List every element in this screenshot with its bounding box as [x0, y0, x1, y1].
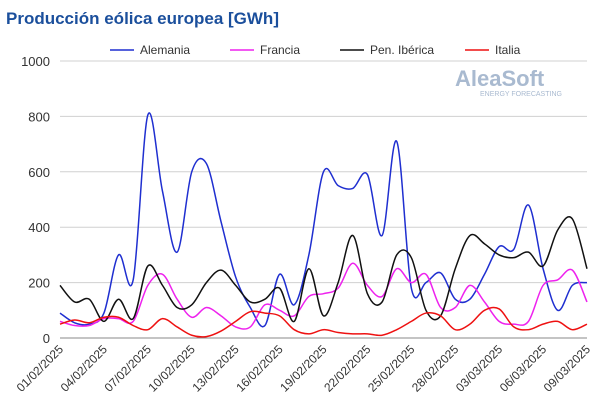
legend-label: Pen. Ibérica [370, 43, 434, 57]
legend-label: Italia [495, 43, 521, 57]
y-tick-label: 800 [28, 109, 50, 124]
series-line [59, 306, 588, 338]
chart-title: Producción eólica europea [GWh] [6, 9, 279, 28]
legend-label: Francia [260, 43, 300, 57]
y-tick-label: 1000 [21, 54, 50, 69]
series-line [59, 262, 588, 330]
series-line [59, 112, 588, 328]
x-tick-label: 09/03/2025 [541, 342, 594, 395]
y-tick-label: 600 [28, 165, 50, 180]
y-tick-label: 200 [28, 276, 50, 291]
legend-label: Alemania [140, 43, 190, 57]
y-tick-label: 0 [43, 331, 50, 346]
series-line [59, 216, 588, 323]
logo-tagline: ENERGY FORECASTING [480, 91, 562, 98]
logo-name: AleaSoft [455, 66, 545, 91]
y-tick-label: 400 [28, 220, 50, 235]
